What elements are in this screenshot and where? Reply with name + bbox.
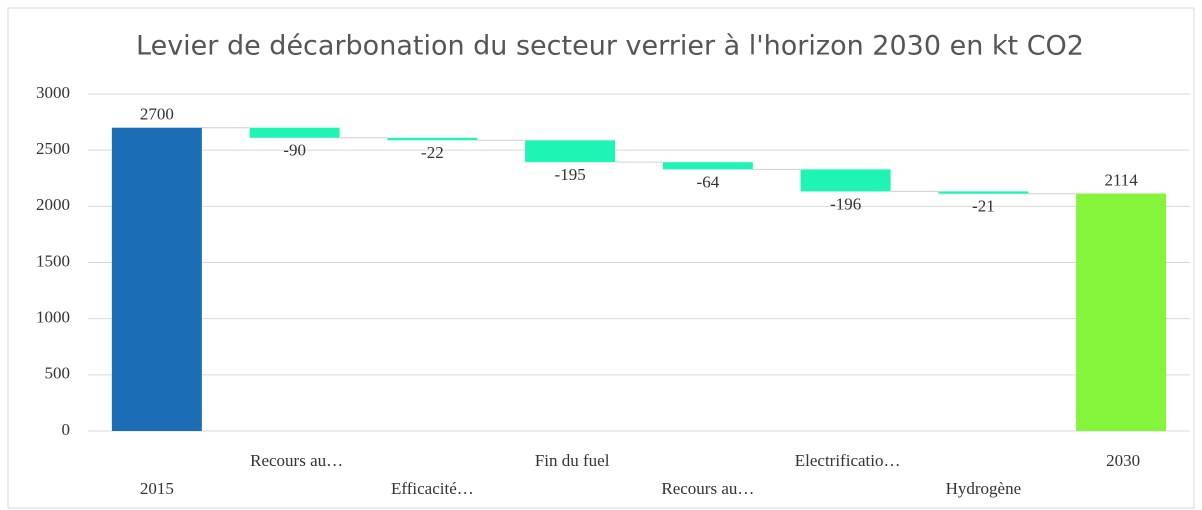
bar xyxy=(249,127,340,138)
value-label: -90 xyxy=(283,141,306,160)
x-tick-label: Recours au… xyxy=(250,451,343,470)
x-tick-label: Hydrogène xyxy=(946,479,1022,498)
bar xyxy=(111,127,202,431)
chart-border xyxy=(7,7,1195,509)
value-label: 2700 xyxy=(140,105,174,124)
y-tick-label: 3000 xyxy=(36,83,70,102)
x-tick-label: 2030 xyxy=(1106,451,1140,470)
value-label: -64 xyxy=(697,172,720,191)
chart-title: Levier de décarbonation du secteur verri… xyxy=(136,31,1084,62)
y-tick-label: 1000 xyxy=(36,308,70,327)
y-tick-label: 1500 xyxy=(36,251,70,270)
value-label: -196 xyxy=(830,194,861,213)
bar xyxy=(938,191,1029,194)
bar xyxy=(525,140,616,163)
x-tick-label: 2015 xyxy=(140,479,174,498)
bar xyxy=(662,162,753,170)
x-tick-label: Recours au… xyxy=(661,479,754,498)
x-tick-label: Electrificatio… xyxy=(795,451,901,470)
value-label: 2114 xyxy=(1104,170,1138,189)
bar xyxy=(800,169,891,192)
y-tick-label: 0 xyxy=(62,420,71,439)
y-tick-label: 2000 xyxy=(36,195,70,214)
x-tick-label: Fin du fuel xyxy=(535,451,610,470)
x-tick-label: Efficacité… xyxy=(391,479,474,498)
bar xyxy=(1076,193,1167,431)
value-label: -22 xyxy=(421,143,444,162)
value-label: -21 xyxy=(972,197,995,216)
value-label: -195 xyxy=(555,165,586,184)
bar xyxy=(387,137,478,141)
y-tick-label: 2500 xyxy=(36,139,70,158)
y-tick-label: 500 xyxy=(45,364,71,383)
